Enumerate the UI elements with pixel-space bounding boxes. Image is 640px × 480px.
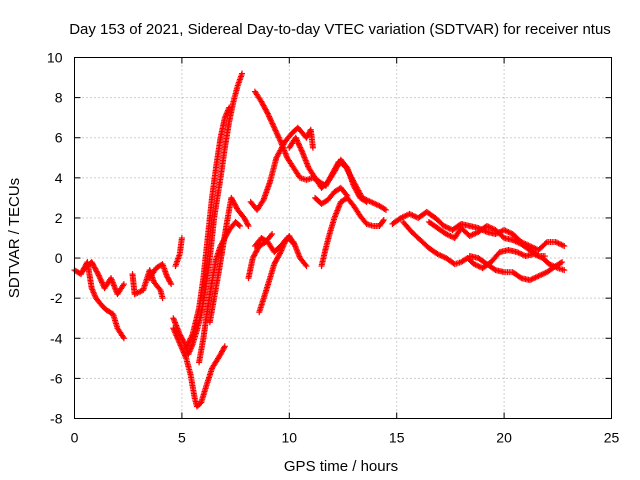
y-tick-label: 6 — [55, 130, 63, 146]
data-point — [561, 267, 568, 274]
data-points — [71, 70, 568, 410]
data-point — [167, 279, 174, 286]
y-tick-label: -4 — [50, 330, 63, 346]
data-point — [178, 235, 185, 241]
series-track-q — [318, 194, 387, 270]
axis-ticks — [74, 57, 612, 419]
plot-frame — [74, 57, 612, 419]
data-point — [302, 261, 309, 268]
y-tick-label: 4 — [55, 170, 63, 186]
y-tick-label: 10 — [47, 50, 63, 66]
series-track-r — [312, 184, 351, 207]
data-point — [239, 70, 246, 77]
data-point — [491, 266, 498, 273]
series-track-e — [172, 235, 185, 270]
y-tick-labels: -8 -6 -4 -2 0 2 4 6 8 10 — [47, 50, 63, 427]
y-tick-label: -6 — [50, 370, 63, 386]
data-point — [303, 263, 310, 270]
series-track-v — [466, 253, 566, 284]
data-point — [235, 221, 242, 228]
data-point — [557, 259, 564, 266]
series-track-p — [286, 134, 370, 205]
data-point — [180, 337, 187, 344]
y-tick-label: 8 — [55, 90, 63, 106]
data-point — [244, 221, 251, 228]
data-point — [245, 222, 252, 229]
x-tick-labels: 0 5 10 15 20 25 — [71, 430, 620, 446]
grid-lines — [74, 57, 612, 419]
data-point — [381, 206, 388, 213]
y-tick-label: 2 — [55, 210, 63, 226]
series-track-b — [82, 259, 127, 298]
data-point — [559, 259, 566, 266]
data-point — [290, 241, 297, 248]
x-tick-label: 20 — [496, 430, 512, 446]
y-tick-label: -2 — [50, 290, 63, 306]
series-track-u — [425, 218, 548, 260]
x-tick-label: 15 — [389, 430, 405, 446]
data-point — [363, 198, 370, 205]
data-point — [221, 344, 228, 351]
data-point — [159, 295, 166, 302]
x-tick-label: 10 — [282, 430, 298, 446]
data-point — [344, 192, 351, 199]
data-point — [542, 240, 549, 247]
data-point — [289, 239, 296, 246]
data-point — [309, 144, 316, 151]
series-track-m — [256, 232, 297, 316]
data-point — [276, 250, 283, 257]
data-point — [168, 281, 175, 288]
data-point — [120, 335, 127, 342]
data-point — [269, 230, 276, 237]
x-tick-label: 0 — [71, 430, 79, 446]
data-point — [517, 274, 524, 281]
series-track-g — [170, 70, 246, 358]
data-point — [226, 104, 233, 111]
data-point — [343, 191, 350, 198]
series-track-n — [247, 124, 316, 213]
series-track-h — [183, 104, 233, 352]
y-axis-label: SDTVAR / TECUs — [6, 178, 23, 298]
data-point — [380, 216, 387, 223]
data-point — [264, 109, 271, 116]
x-tick-label: 5 — [178, 430, 186, 446]
series-track-i — [196, 218, 243, 366]
x-axis-label: GPS time / hours — [284, 458, 398, 475]
series-track-l — [251, 235, 310, 270]
data-point — [236, 222, 243, 229]
series-track-k — [245, 230, 276, 282]
y-tick-label: -8 — [50, 411, 63, 427]
data-point — [94, 269, 101, 276]
chart-title: Day 153 of 2021, Sidereal Day-to-day VTE… — [69, 21, 611, 38]
series-track-j — [206, 194, 252, 326]
data-point — [382, 206, 389, 213]
data-point — [120, 281, 127, 288]
series-track-c — [129, 267, 166, 302]
x-tick-label: 25 — [604, 430, 620, 446]
series-track-d — [146, 261, 175, 288]
data-point — [561, 243, 568, 250]
data-point — [534, 252, 541, 259]
data-point — [362, 198, 369, 205]
y-tick-label: 0 — [55, 250, 63, 266]
series-track-o — [251, 88, 389, 213]
data-point — [379, 218, 386, 225]
data-point — [221, 343, 228, 350]
data-point — [541, 253, 548, 260]
series-track-f — [170, 325, 228, 410]
data-point — [268, 232, 275, 239]
